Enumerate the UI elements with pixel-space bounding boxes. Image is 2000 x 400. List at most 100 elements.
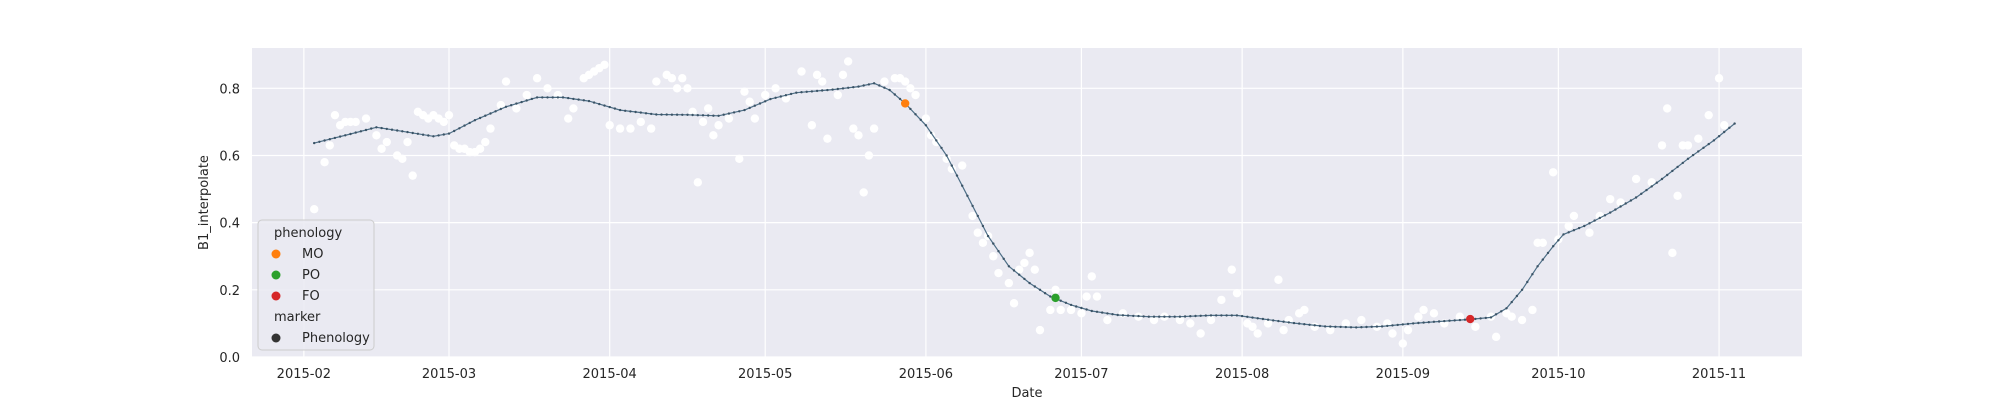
smoothed-marker bbox=[867, 83, 871, 86]
smoothed-marker bbox=[681, 113, 684, 117]
legend-title-phenology: phenology bbox=[274, 226, 342, 241]
smoothed-marker bbox=[582, 99, 585, 102]
smoothed-marker bbox=[1018, 273, 1021, 276]
smoothed-marker bbox=[396, 129, 399, 132]
smoothed-marker bbox=[1059, 299, 1062, 302]
smoothed-marker bbox=[1557, 239, 1560, 242]
observation-point bbox=[377, 144, 386, 153]
smoothed-marker bbox=[1707, 142, 1710, 146]
smoothed-marker bbox=[1277, 319, 1280, 323]
smoothed-marker bbox=[1116, 313, 1119, 317]
observation-point bbox=[1310, 322, 1319, 331]
smoothed-marker bbox=[758, 102, 762, 105]
smoothed-marker bbox=[1194, 314, 1197, 318]
smoothed-marker bbox=[1240, 314, 1244, 318]
smoothed-marker bbox=[1676, 165, 1679, 169]
smoothed-marker bbox=[924, 124, 928, 127]
smoothed-marker bbox=[644, 112, 648, 115]
observation-point bbox=[1009, 299, 1019, 308]
observation-point bbox=[1015, 265, 1024, 274]
smoothed-marker bbox=[1406, 322, 1410, 326]
smoothed-marker bbox=[364, 128, 368, 132]
smoothed-marker bbox=[530, 97, 534, 101]
smoothed-marker bbox=[1712, 139, 1716, 142]
smoothed-marker bbox=[971, 204, 974, 208]
smoothed-marker bbox=[1510, 300, 1513, 304]
smoothed-marker bbox=[1396, 323, 1399, 327]
observation-point bbox=[859, 188, 868, 197]
smoothed-marker bbox=[1282, 320, 1285, 323]
smoothed-marker bbox=[1541, 258, 1545, 261]
smoothed-marker bbox=[909, 107, 912, 111]
smoothed-marker bbox=[1090, 309, 1094, 313]
observation-point bbox=[735, 154, 744, 164]
observation-point bbox=[958, 161, 967, 170]
smoothed-marker bbox=[1609, 211, 1612, 214]
smoothed-marker bbox=[1572, 229, 1576, 232]
observation-point bbox=[1087, 272, 1096, 281]
smoothed-marker bbox=[318, 140, 321, 143]
observation-point bbox=[1020, 258, 1029, 268]
smoothed-marker bbox=[1489, 316, 1493, 319]
smoothed-marker bbox=[1256, 317, 1259, 320]
smoothed-marker bbox=[592, 101, 596, 104]
observation-point bbox=[864, 151, 874, 160]
phenology-point-mo bbox=[900, 99, 910, 108]
smoothed-marker bbox=[836, 87, 839, 91]
y-axis-title: B1_interpolate bbox=[197, 155, 212, 250]
smoothed-marker bbox=[1479, 317, 1482, 320]
smoothed-marker bbox=[478, 116, 482, 120]
smoothed-marker bbox=[525, 99, 528, 102]
smoothed-marker bbox=[1645, 188, 1648, 192]
smoothed-series bbox=[313, 82, 1736, 329]
smoothed-marker bbox=[701, 114, 705, 117]
observation-point bbox=[1663, 104, 1672, 113]
smoothed-marker bbox=[1640, 192, 1643, 195]
observation-point bbox=[1657, 141, 1667, 150]
observation-point bbox=[750, 114, 760, 123]
observation-point bbox=[1326, 325, 1335, 335]
observation-point bbox=[1507, 312, 1516, 321]
smoothed-marker bbox=[1292, 321, 1296, 325]
observation-point bbox=[564, 114, 573, 123]
smoothed-marker bbox=[847, 86, 850, 90]
observation-point bbox=[849, 124, 858, 133]
smoothed-marker bbox=[1603, 214, 1607, 217]
observation-point bbox=[351, 117, 360, 127]
smoothed-marker bbox=[1287, 321, 1291, 324]
smoothed-marker bbox=[1028, 281, 1031, 285]
smoothed-marker bbox=[826, 88, 829, 92]
observation-point bbox=[646, 124, 656, 133]
phenology-points bbox=[900, 99, 1475, 324]
observation-point bbox=[1631, 174, 1641, 184]
smoothed-marker bbox=[1691, 153, 1695, 157]
smoothed-marker bbox=[1272, 319, 1275, 322]
observation-point bbox=[968, 211, 977, 221]
smoothed-marker bbox=[624, 109, 627, 113]
observation-point bbox=[486, 124, 495, 133]
smoothed-marker bbox=[406, 130, 409, 134]
smoothed-marker bbox=[1417, 321, 1420, 325]
observation-point bbox=[833, 90, 842, 100]
observation-point bbox=[1082, 292, 1091, 301]
observation-point bbox=[1046, 305, 1055, 315]
legend-label-fo: FO bbox=[302, 289, 320, 304]
smoothed-marker bbox=[572, 97, 575, 101]
legend: phenology MO PO FO marker Phenology bbox=[257, 219, 375, 351]
smoothed-marker bbox=[546, 96, 549, 99]
observation-point bbox=[978, 238, 988, 248]
smoothed-marker bbox=[494, 110, 497, 113]
y-tick-label: 0.8 bbox=[219, 82, 240, 97]
smoothed-marker bbox=[1494, 313, 1498, 316]
smoothed-marker bbox=[1629, 199, 1633, 202]
smoothed-marker bbox=[1526, 280, 1529, 284]
smoothed-marker bbox=[1619, 205, 1622, 208]
observation-point bbox=[310, 205, 319, 214]
observation-point bbox=[408, 171, 417, 180]
observation-point bbox=[475, 144, 485, 153]
observation-point bbox=[439, 117, 449, 127]
x-tick-label: 2015-05 bbox=[738, 367, 792, 382]
observation-point bbox=[818, 77, 827, 86]
smoothed-marker bbox=[1323, 325, 1327, 328]
